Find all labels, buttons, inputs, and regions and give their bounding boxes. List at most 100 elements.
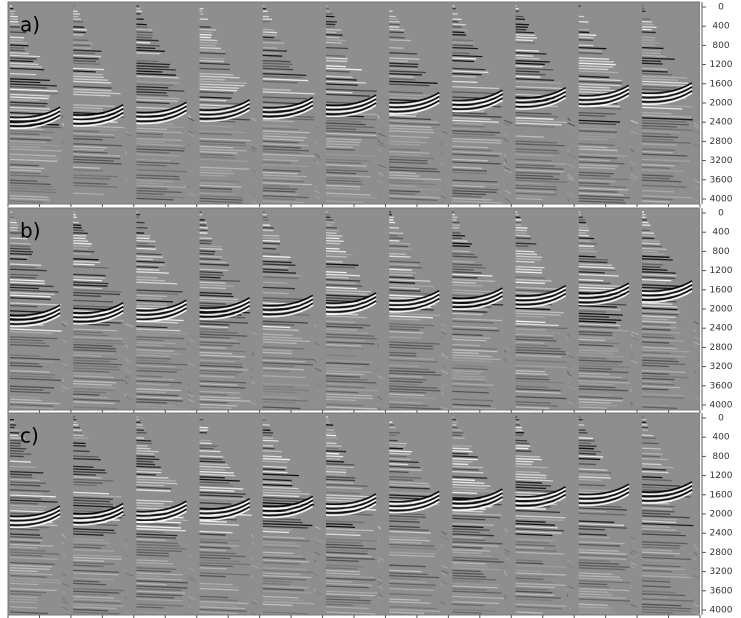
- seismic-trace: [389, 48, 403, 49]
- seismic-trace: [136, 443, 152, 444]
- seismic-trace: [326, 453, 339, 454]
- seismic-trace: [452, 29, 468, 30]
- seismic-trace: [642, 32, 656, 33]
- seismic-trace: [200, 48, 221, 49]
- seismic-trace: [136, 461, 153, 462]
- seismic-trace: [10, 474, 32, 475]
- seismic-trace: [263, 48, 278, 49]
- seismic-trace: [136, 48, 155, 49]
- seismic-trace: [642, 443, 658, 444]
- seismic-trace: [579, 438, 593, 439]
- seismic-trace: [200, 45, 216, 46]
- seismic-trace: [441, 144, 442, 147]
- seismic-trace: [389, 459, 411, 460]
- seismic-trace: [10, 40, 23, 41]
- seismic-trace: [200, 448, 214, 449]
- seismic-trace: [389, 238, 403, 239]
- seismic-trace: [326, 55, 345, 56]
- seismic-trace: [73, 474, 96, 475]
- seismic-trace: [642, 251, 657, 252]
- seismic-trace: [326, 238, 339, 239]
- y-tick-label: 2800: [710, 137, 733, 147]
- seismic-trace: [389, 37, 404, 38]
- seismic-trace: [452, 61, 474, 62]
- seismic-trace: [73, 42, 92, 43]
- seismic-trace: [263, 235, 279, 236]
- seismic-trace: [200, 42, 218, 43]
- seismic-trace: [642, 448, 661, 449]
- seismic-trace: [10, 453, 31, 454]
- seismic-trace: [579, 35, 596, 36]
- seismic-trace: [200, 246, 222, 247]
- seismic-trace: [452, 24, 465, 25]
- seismic-trace: [642, 261, 661, 262]
- seismic-trace: [200, 254, 215, 255]
- seismic-trace: [326, 459, 340, 460]
- seismic-trace: [579, 479, 601, 480]
- seismic-trace: [326, 251, 346, 252]
- seismic-trace: [516, 238, 531, 239]
- seismic-trace: [326, 248, 340, 249]
- seismic-trace: [452, 461, 472, 462]
- seismic-trace: [136, 277, 157, 278]
- seismic-trace: [326, 243, 340, 244]
- seismic-trace: [579, 243, 598, 244]
- seismic-trace: [136, 456, 155, 457]
- y-tick-label: 400: [712, 228, 729, 238]
- seismic-trace: [579, 40, 594, 41]
- seismic-trace: [642, 453, 663, 454]
- seismic-trace: [263, 42, 284, 43]
- panel-label: c): [20, 424, 39, 448]
- seismic-trace: [452, 446, 471, 447]
- seismic-trace: [136, 40, 158, 41]
- seismic-trace: [263, 440, 279, 441]
- y-tick-label: 400: [712, 22, 729, 32]
- seismic-trace: [10, 42, 27, 43]
- seismic-trace: [389, 32, 404, 33]
- seismic-trace: [452, 45, 473, 46]
- seismic-trace: [452, 235, 465, 236]
- seismic-trace: [642, 267, 660, 268]
- y-tick-label: 3600: [710, 175, 733, 185]
- seismic-trace: [136, 42, 150, 43]
- seismic-trace: [642, 254, 664, 255]
- seismic-trace: [73, 466, 93, 467]
- seismic-trace: [136, 453, 154, 454]
- seismic-trace: [516, 235, 530, 236]
- seismic-trace: [389, 451, 412, 452]
- seismic-trace: [452, 464, 468, 465]
- y-tick-label: 1600: [710, 79, 733, 89]
- seismic-trace: [73, 53, 95, 54]
- seismic-trace: [326, 272, 347, 273]
- seismic-trace: [10, 456, 24, 457]
- seismic-trace: [389, 464, 408, 465]
- figure: a)04008001200160020002400280032003600400…: [0, 0, 741, 618]
- seismic-trace: [263, 40, 281, 41]
- y-tick-label: 0: [718, 414, 724, 424]
- y-tick-label: 3600: [710, 381, 733, 391]
- seismic-trace: [200, 451, 221, 452]
- seismic-trace: [642, 63, 663, 64]
- seismic-trace: [326, 235, 342, 236]
- seismic-trace: [10, 448, 26, 449]
- seismic-trace: [10, 451, 24, 452]
- seismic-trace: [136, 448, 150, 449]
- seismic-trace: [579, 451, 601, 452]
- seismic-trace: [516, 448, 529, 449]
- y-tick-label: 4000: [710, 401, 733, 411]
- seismic-trace: [326, 241, 344, 242]
- seismic-trace: [73, 264, 95, 265]
- y-tick-label: 4000: [710, 195, 733, 205]
- seismic-trace: [10, 461, 31, 462]
- seismic-trace: [10, 246, 30, 247]
- seismic-trace: [73, 32, 86, 33]
- seismic-trace: [200, 32, 213, 33]
- seismic-trace: [263, 254, 280, 255]
- seismic-trace: [516, 24, 529, 25]
- seismic-trace: [326, 42, 342, 43]
- seismic-trace: [579, 446, 597, 447]
- seismic-trace: [10, 259, 27, 260]
- seismic-trace: [579, 238, 594, 239]
- seismic-trace: [136, 235, 150, 236]
- seismic-trace: [642, 243, 660, 244]
